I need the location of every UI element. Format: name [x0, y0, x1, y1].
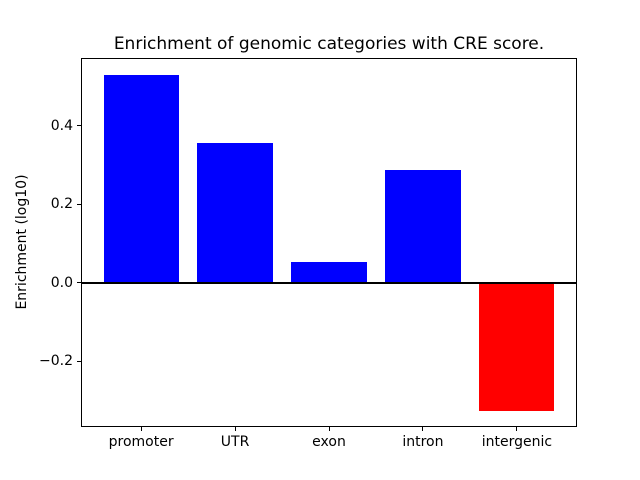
x-tick-mark [140, 427, 142, 431]
y-tick-mark [77, 282, 81, 284]
plot-area [81, 58, 577, 427]
zero-baseline [82, 281, 576, 284]
x-tick-mark [328, 427, 330, 431]
x-tick-label-exon: exon [312, 434, 346, 450]
y-tick-label: −0.2 [39, 353, 73, 370]
bar-promoter [103, 74, 179, 283]
x-tick-mark [422, 427, 424, 431]
y-tick-mark [77, 203, 81, 205]
x-tick-label-intron: intron [402, 434, 444, 450]
bar-intergenic [479, 282, 555, 411]
y-tick-label: 0.2 [50, 196, 73, 213]
x-tick-mark [234, 427, 236, 431]
x-tick-label-UTR: UTR [220, 434, 250, 450]
bar-exon [291, 261, 367, 283]
y-tick-mark [77, 360, 81, 362]
x-tick-label-intergenic: intergenic [481, 434, 553, 450]
y-tick-label: 0.0 [50, 274, 73, 291]
x-tick-mark [516, 427, 518, 431]
y-tick-mark [77, 125, 81, 127]
bar-UTR [197, 142, 273, 283]
bar-intron [385, 169, 461, 283]
y-tick-label: 0.4 [50, 117, 73, 134]
x-tick-label-promoter: promoter [108, 434, 174, 450]
chart-title: Enrichment of genomic categories with CR… [113, 34, 545, 54]
